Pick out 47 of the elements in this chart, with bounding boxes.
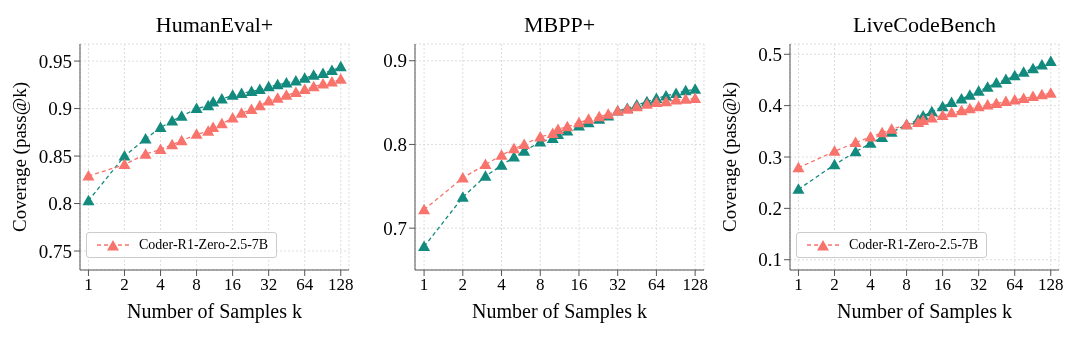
y-tick-label: 0.85 xyxy=(38,145,72,167)
x-tick-label: 1 xyxy=(419,275,429,295)
y-axis-title: Coverage (pass@k) xyxy=(719,82,742,232)
x-tick-label: 4 xyxy=(497,275,507,295)
legend-label: Coder-R1-Zero-2.5-7B xyxy=(849,237,979,253)
x-tick-label: 64 xyxy=(296,275,314,295)
x-tick-label: 2 xyxy=(458,275,468,295)
x-tick-label: 128 xyxy=(1038,275,1064,295)
y-tick-label: 0.75 xyxy=(38,240,72,262)
chart-title: HumanEval+ xyxy=(155,12,274,37)
x-tick-label: 4 xyxy=(156,275,166,295)
y-tick-label: 0.1 xyxy=(758,249,782,271)
legend-label: Coder-R1-Zero-2.5-7B xyxy=(139,237,269,253)
y-tick-label: 0.2 xyxy=(758,198,782,220)
x-tick-label: 32 xyxy=(970,275,988,295)
x-tick-label: 2 xyxy=(120,275,129,295)
x-tick-label: 32 xyxy=(609,275,627,295)
x-tick-label: 1 xyxy=(84,275,93,295)
chart-title: LiveCodeBench xyxy=(853,12,996,37)
chart-title: MBPP+ xyxy=(523,12,596,37)
x-axis-title: Number of Samples k xyxy=(127,300,302,323)
x-tick-label: 4 xyxy=(866,275,876,295)
x-tick-label: 8 xyxy=(536,275,545,295)
y-tick-label: 0.8 xyxy=(48,193,72,215)
x-tick-label: 64 xyxy=(647,275,666,295)
x-axis-title: Number of Samples k xyxy=(837,300,1012,323)
y-tick-label: 0.4 xyxy=(758,95,783,117)
y-tick-label: 0.3 xyxy=(758,146,782,168)
x-tick-label: 16 xyxy=(934,275,952,295)
x-tick-label: 8 xyxy=(902,275,911,295)
y-tick-label: 0.5 xyxy=(758,44,782,66)
y-axis-title: Coverage (pass@k) xyxy=(9,82,32,232)
x-tick-label: 1 xyxy=(794,275,803,295)
x-tick-label: 2 xyxy=(830,275,839,295)
x-tick-label: 8 xyxy=(192,275,201,295)
x-axis-title: Number of Samples k xyxy=(472,300,647,323)
x-tick-label: 128 xyxy=(328,275,354,295)
x-tick-label: 16 xyxy=(224,275,242,295)
x-tick-label: 16 xyxy=(570,275,588,295)
y-tick-label: 0.8 xyxy=(383,134,407,156)
y-tick-label: 0.7 xyxy=(383,217,407,239)
x-tick-label: 32 xyxy=(260,275,278,295)
y-tick-label: 0.95 xyxy=(38,50,72,72)
y-tick-label: 0.9 xyxy=(383,50,407,72)
y-tick-label: 0.9 xyxy=(48,98,72,120)
x-tick-label: 64 xyxy=(1006,275,1024,295)
x-tick-label: 128 xyxy=(682,275,708,295)
